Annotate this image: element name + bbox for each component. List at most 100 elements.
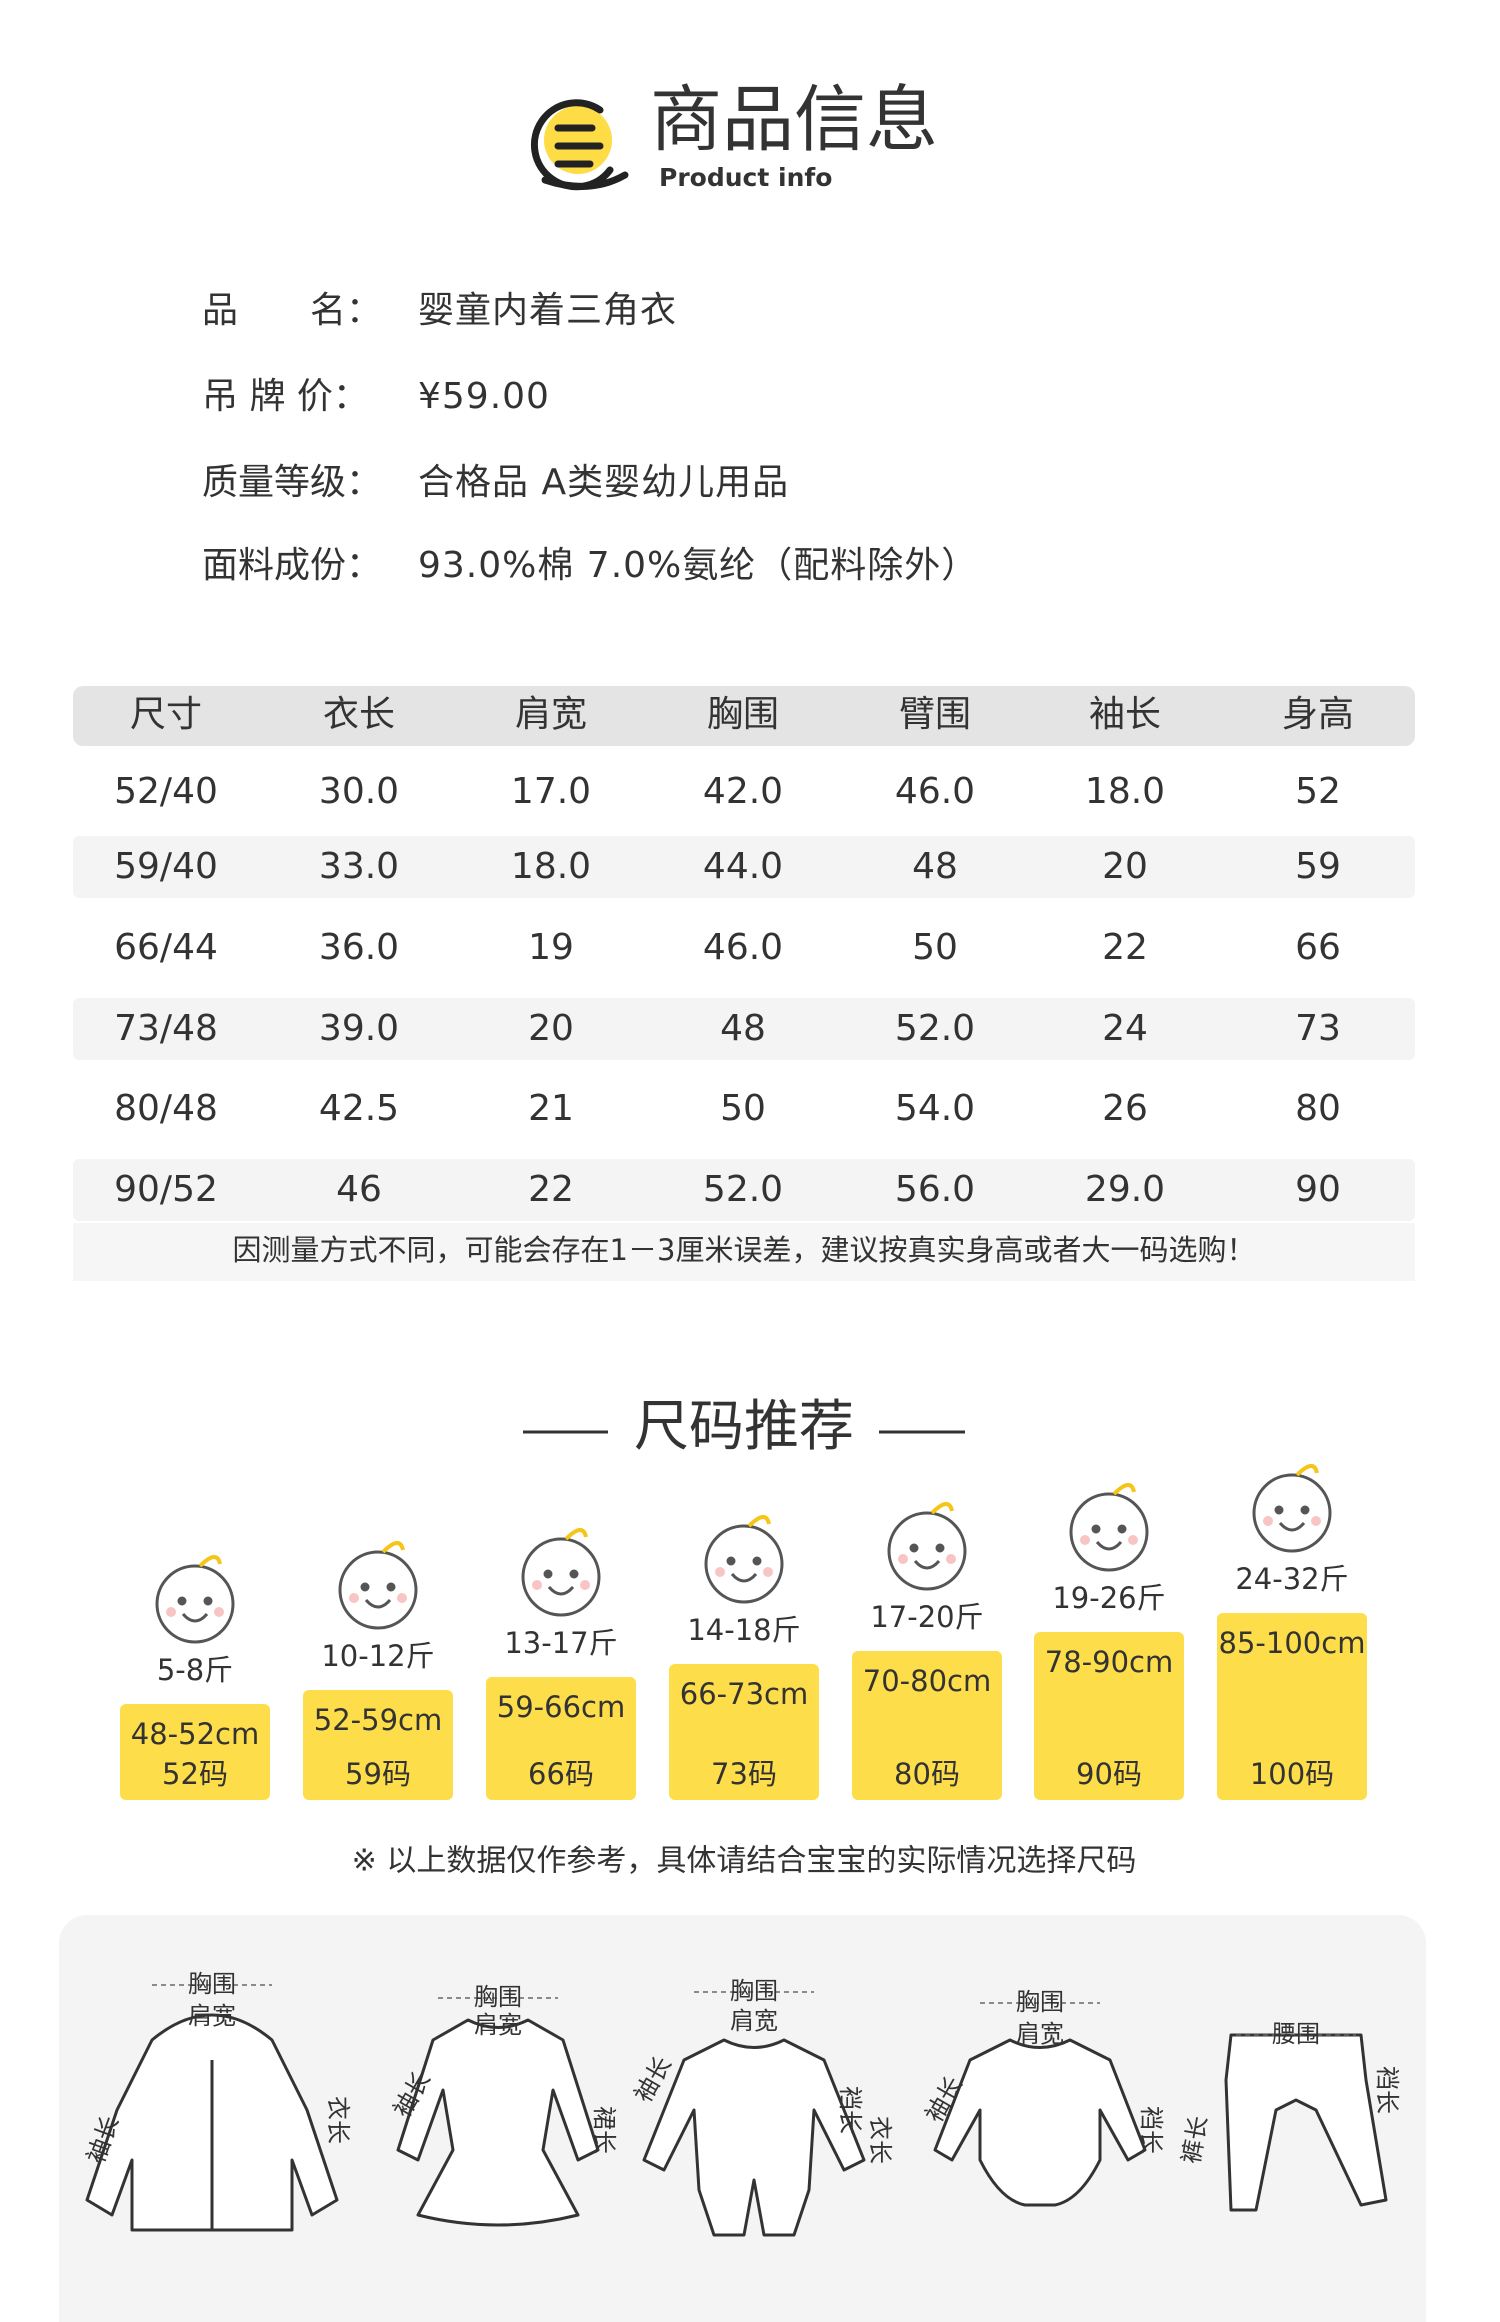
measure-label: 胸围 xyxy=(188,1970,236,1998)
face xyxy=(338,1550,418,1630)
eye xyxy=(386,1582,396,1592)
table-header-cell: 胸围 xyxy=(707,694,779,735)
info-value: 婴童内着三角衣 xyxy=(418,290,677,331)
table-cell: 42.0 xyxy=(703,771,783,812)
baby-face xyxy=(704,1515,784,1604)
table-cell: 56.0 xyxy=(895,1169,975,1210)
table-header-cell: 身高 xyxy=(1282,694,1354,735)
cheek xyxy=(1263,1516,1273,1526)
measure-label: 腰围 xyxy=(1272,2020,1320,2048)
face xyxy=(887,1511,967,1591)
table-cell: 52/40 xyxy=(114,771,218,812)
table-cell: 46 xyxy=(336,1169,382,1210)
table-cell: 44.0 xyxy=(703,846,783,887)
eye xyxy=(360,1582,370,1592)
face xyxy=(704,1524,784,1604)
table-cell: 39.0 xyxy=(319,1008,399,1049)
eye xyxy=(1091,1524,1101,1534)
table-header-cell: 衣长 xyxy=(323,694,395,735)
table-cell: 20 xyxy=(1102,846,1148,887)
curl xyxy=(198,1555,222,1568)
page-subtitle: Product info xyxy=(659,163,832,192)
table-cell: 90 xyxy=(1295,1169,1341,1210)
table-cell: 80 xyxy=(1295,1088,1341,1129)
cheek xyxy=(397,1593,407,1603)
garment-outline xyxy=(85,2013,339,2232)
info-value: 合格品 A类婴幼儿用品 xyxy=(418,462,789,503)
measure-label: 胸围 xyxy=(730,1977,778,2005)
table-row-bg xyxy=(73,998,1415,1060)
mouth xyxy=(547,1585,575,1596)
size-code: 80码 xyxy=(894,1757,960,1791)
curl xyxy=(564,1528,588,1541)
table-cell: 80/48 xyxy=(114,1088,218,1129)
table-cell: 24 xyxy=(1102,1008,1148,1049)
height-range: 59-66cm xyxy=(497,1690,625,1724)
table-cell: 52.0 xyxy=(703,1169,783,1210)
table-header-bg xyxy=(73,686,1415,746)
cheek xyxy=(898,1554,908,1564)
cheek xyxy=(715,1567,725,1577)
table-cell: 66/44 xyxy=(114,927,218,968)
table-cell: 48 xyxy=(912,846,958,887)
eye xyxy=(203,1596,213,1606)
face xyxy=(1069,1492,1149,1572)
baby-face xyxy=(338,1541,418,1630)
cheek xyxy=(946,1554,956,1564)
size-box xyxy=(1034,1632,1184,1800)
page-title: 商品信息 xyxy=(650,78,938,162)
table-cell: 50 xyxy=(912,927,958,968)
table-cell: 33.0 xyxy=(319,846,399,887)
table-cell: 36.0 xyxy=(319,927,399,968)
height-range: 66-73cm xyxy=(680,1677,808,1711)
eye xyxy=(909,1543,919,1553)
table-cell: 19 xyxy=(528,927,574,968)
table-cell: 20 xyxy=(528,1008,574,1049)
measure-label: 衣长 xyxy=(866,2116,894,2164)
garment-outline xyxy=(1224,2033,1388,2212)
table-cell: 30.0 xyxy=(319,771,399,812)
measure-label: 胸围 xyxy=(474,1983,522,2011)
info-value: 93.0%棉 7.0%氨纶（配料除外） xyxy=(418,545,978,586)
size-box xyxy=(486,1677,636,1800)
table-header-cell: 尺寸 xyxy=(130,694,202,735)
eye xyxy=(1117,1524,1127,1534)
header-icon xyxy=(530,99,629,191)
table-header-cell: 肩宽 xyxy=(515,694,587,735)
size-code: 100码 xyxy=(1250,1757,1334,1791)
eye xyxy=(935,1543,945,1553)
curl xyxy=(747,1515,771,1528)
height-range: 52-59cm xyxy=(314,1703,442,1737)
weight-label: 10-12斤 xyxy=(321,1639,434,1673)
info-value: ¥59.00 xyxy=(418,376,550,417)
weight-label: 19-26斤 xyxy=(1052,1581,1165,1615)
measure-label: 肩宽 xyxy=(1016,2020,1064,2048)
table-cell: 54.0 xyxy=(895,1088,975,1129)
measure-label: 衣长 xyxy=(324,2096,352,2144)
table-row-bg xyxy=(73,836,1415,898)
table-header-cell: 袖长 xyxy=(1089,694,1161,735)
measure-label: 裆长 xyxy=(836,2086,864,2134)
cheek xyxy=(532,1580,542,1590)
mouth xyxy=(913,1559,941,1570)
mouth xyxy=(730,1572,758,1583)
mouth xyxy=(1095,1540,1123,1551)
table-cell: 52 xyxy=(1295,771,1341,812)
weight-label: 5-8斤 xyxy=(157,1653,233,1687)
table-row-bg xyxy=(73,1159,1415,1221)
table-cell: 21 xyxy=(528,1088,574,1129)
table-note: 因测量方式不同，可能会存在1－3厘米误差，建议按真实身高或者大一码选购！ xyxy=(233,1233,1256,1267)
info-label: 质量等级： xyxy=(202,462,382,503)
baby-face xyxy=(155,1555,235,1644)
info-label: 吊 牌 价： xyxy=(202,376,369,417)
measure-label: 肩宽 xyxy=(474,2011,522,2039)
baby-face xyxy=(1069,1483,1149,1572)
mouth xyxy=(181,1612,209,1623)
table-cell: 52.0 xyxy=(895,1008,975,1049)
size-code: 66码 xyxy=(528,1757,594,1791)
